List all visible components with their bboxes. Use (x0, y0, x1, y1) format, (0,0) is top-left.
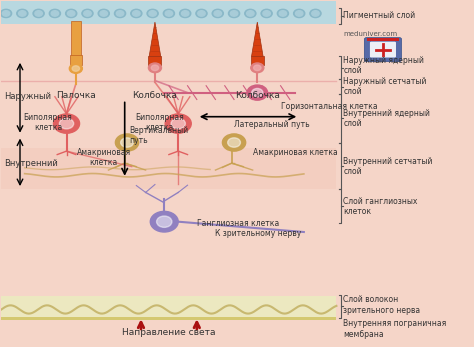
FancyBboxPatch shape (148, 56, 162, 66)
Text: Латеральный путь: Латеральный путь (234, 120, 310, 129)
Circle shape (148, 63, 162, 73)
Bar (1, 317, 337, 320)
Circle shape (252, 88, 263, 97)
Circle shape (17, 9, 28, 18)
Text: Наружный: Наружный (4, 92, 51, 101)
Circle shape (120, 138, 133, 147)
Text: К зрительному нерву: К зрительному нерву (216, 229, 301, 238)
Bar (367, 37, 399, 41)
Circle shape (222, 134, 246, 151)
Text: Слой ганглиозных
клеток: Слой ганглиозных клеток (343, 196, 418, 216)
Circle shape (261, 9, 272, 18)
Circle shape (156, 216, 172, 227)
Circle shape (65, 9, 77, 18)
Polygon shape (252, 22, 263, 57)
Bar (1, 296, 337, 318)
Circle shape (180, 9, 191, 18)
Circle shape (149, 11, 156, 16)
Circle shape (212, 9, 223, 18)
Circle shape (147, 9, 158, 18)
Circle shape (277, 9, 289, 18)
Circle shape (310, 9, 321, 18)
FancyBboxPatch shape (71, 22, 81, 57)
Circle shape (312, 11, 319, 16)
Circle shape (254, 65, 261, 70)
Text: Пигментный слой: Пигментный слой (343, 11, 416, 20)
Circle shape (198, 11, 205, 16)
Circle shape (116, 11, 124, 16)
Circle shape (33, 9, 44, 18)
Circle shape (165, 114, 191, 133)
Circle shape (295, 11, 303, 16)
Circle shape (115, 134, 139, 151)
Circle shape (279, 11, 287, 16)
Text: Внутренняя пограничная
мембрана: Внутренняя пограничная мембрана (343, 319, 447, 339)
Circle shape (196, 9, 207, 18)
Text: Направление света: Направление света (122, 328, 216, 337)
Circle shape (150, 211, 178, 232)
Bar (1, 1, 337, 24)
Circle shape (84, 11, 91, 16)
Circle shape (0, 9, 12, 18)
Circle shape (133, 11, 140, 16)
Circle shape (228, 9, 240, 18)
Text: Амакриновая клетка: Амакриновая клетка (253, 148, 337, 157)
Text: Слой волокон
зрительного нерва: Слой волокон зрительного нерва (343, 295, 420, 315)
Circle shape (131, 9, 142, 18)
Polygon shape (149, 22, 161, 57)
Circle shape (230, 11, 238, 16)
Circle shape (18, 11, 26, 16)
Text: Биполярная
клетка: Биполярная клетка (24, 113, 73, 132)
Circle shape (214, 11, 221, 16)
Circle shape (151, 65, 159, 70)
Text: Палочка: Палочка (56, 91, 96, 100)
Circle shape (59, 118, 73, 129)
Circle shape (171, 118, 185, 129)
Text: Колбочка: Колбочка (133, 91, 177, 100)
FancyBboxPatch shape (70, 55, 82, 66)
Text: Внутренний ядерный
слой: Внутренний ядерный слой (343, 109, 430, 128)
Circle shape (100, 11, 108, 16)
Text: Ганглиозная клетка: Ганглиозная клетка (197, 219, 279, 228)
Circle shape (2, 11, 10, 16)
Circle shape (247, 85, 267, 100)
Bar (1, 148, 337, 189)
Text: meduniver.com: meduniver.com (343, 31, 398, 37)
Circle shape (67, 11, 75, 16)
Text: Горизонтальная клетка: Горизонтальная клетка (281, 102, 377, 111)
Text: Амакриновая
клетка: Амакриновая клетка (77, 148, 131, 167)
Text: Наружный сетчатый
слой: Наружный сетчатый слой (343, 77, 427, 96)
FancyBboxPatch shape (1, 1, 337, 346)
Text: Колбочка: Колбочка (235, 91, 280, 100)
Circle shape (228, 138, 240, 147)
Circle shape (49, 9, 61, 18)
Circle shape (164, 9, 174, 18)
Text: Наружный ядерный
слой: Наружный ядерный слой (343, 56, 424, 75)
Text: Внутренний сетчатый
слой: Внутренний сетчатый слой (343, 157, 433, 176)
Circle shape (182, 11, 189, 16)
Circle shape (54, 114, 80, 133)
FancyBboxPatch shape (251, 56, 264, 66)
Circle shape (35, 11, 42, 16)
Text: Внутренний: Внутренний (4, 159, 57, 168)
Text: Вертикальный
путь: Вертикальный путь (129, 126, 189, 145)
FancyBboxPatch shape (365, 37, 401, 62)
Circle shape (114, 9, 126, 18)
Text: Биполярная
клетка: Биполярная клетка (135, 113, 184, 132)
Circle shape (293, 9, 305, 18)
Circle shape (165, 11, 173, 16)
Circle shape (51, 11, 59, 16)
Circle shape (69, 64, 82, 73)
Circle shape (82, 9, 93, 18)
Circle shape (98, 9, 109, 18)
Circle shape (72, 66, 80, 71)
Circle shape (245, 9, 256, 18)
Circle shape (246, 11, 254, 16)
Circle shape (251, 63, 264, 73)
FancyBboxPatch shape (370, 42, 396, 58)
Circle shape (263, 11, 270, 16)
